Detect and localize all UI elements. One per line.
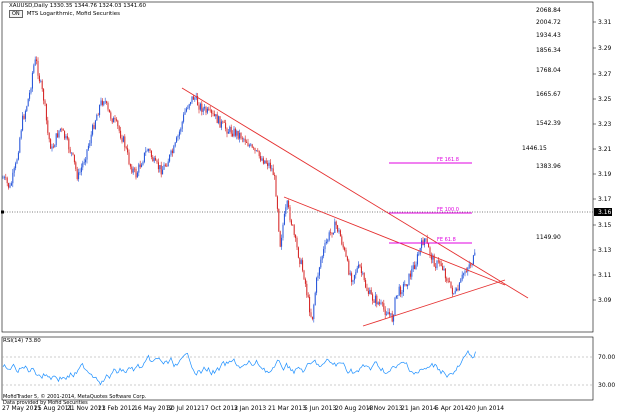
scale-label: 3.09 — [598, 297, 612, 304]
price-pane[interactable] — [1, 1, 594, 333]
support-trendline[interactable] — [362, 279, 506, 327]
price-label-1149: 1149.90 — [536, 234, 561, 241]
scale-label: 3.19 — [598, 171, 612, 178]
copyright-line: Data provided by Mofid Securities — [3, 400, 88, 406]
copyright-line: MofidTrader 5, © 2001-2014, MetaQuotes S… — [3, 394, 147, 400]
lower-trendline[interactable] — [283, 196, 506, 286]
price-label-1934: 1934.43 — [536, 32, 561, 39]
date-label: 5 Jun 2013 — [304, 405, 336, 412]
date-label: 21 Nov 2011 — [67, 405, 106, 412]
date-label: 21 Mar 2013 — [268, 405, 306, 412]
mode-badge[interactable]: ON — [9, 10, 23, 18]
price-candles — [2, 56, 476, 326]
date-axis[interactable]: 27 May 2011 25 Aug 2011 21 Nov 2011 23 F… — [2, 405, 504, 412]
scale-label: 3.21 — [598, 146, 612, 153]
scale-label: 3.13 — [598, 247, 612, 254]
scale-label: 3.27 — [598, 71, 612, 78]
rsi-level-70-label: 70.00 — [598, 354, 615, 361]
price-label-1542: 1542.39 — [536, 120, 561, 127]
current-price-marker — [1, 210, 4, 214]
date-label: 4 Nov 2013 — [368, 405, 403, 412]
rsi-title: RSI(14) 73.80 — [3, 338, 41, 344]
price-scale[interactable]: 3.31 3.29 3.27 3.25 3.23 3.21 3.19 3.17 … — [593, 19, 612, 304]
price-label-1383: 1383.96 — [536, 163, 561, 170]
scale-label: 3.23 — [598, 121, 612, 128]
date-label: 30 Jul 2012 — [167, 405, 201, 412]
price-label-1665: 1665.67 — [536, 91, 561, 98]
scale-label: 3.31 — [598, 19, 612, 26]
date-label: 3 Jan 2013 — [234, 405, 266, 412]
copyright: MofidTrader 5, © 2001-2014, MetaQuotes S… — [3, 394, 146, 406]
date-label: 5 Apr 2014 — [435, 405, 468, 412]
fib-100-label: FE 100.0 — [437, 207, 459, 213]
price-label-2068: 2068.84 — [536, 7, 561, 14]
date-label: 16 May 2012 — [134, 405, 173, 412]
current-value-label: 3.16 — [598, 209, 612, 216]
date-label: 21 Jan 2014 — [401, 405, 437, 412]
scale-label: 3.25 — [598, 96, 612, 103]
current-value-tag — [594, 208, 612, 216]
date-label: 27 May 2011 — [2, 405, 41, 412]
scale-label: 3.15 — [598, 222, 612, 229]
scale-label: 3.17 — [598, 196, 612, 203]
rsi-level-30-label: 30.00 — [598, 382, 615, 389]
price-label-1768: 1768.04 — [536, 67, 561, 74]
upper-trendline[interactable] — [181, 87, 529, 299]
price-label-1446: 1446.15 — [522, 145, 547, 152]
symbol-line: XAUUSD,Daily 1330.35 1344.76 1324.03 134… — [9, 3, 146, 9]
date-label: 20 Aug 2013 — [335, 405, 374, 412]
date-label: 17 Oct 2012 — [201, 405, 238, 412]
fib-161-label: FE 161.8 — [437, 157, 459, 163]
indicator-label: MTS Logarithmic, Mofid Securities — [26, 11, 120, 17]
date-label: 23 Feb 2012 — [98, 405, 136, 412]
rsi-line — [2, 349, 476, 386]
price-label-2004: 2004.72 — [536, 19, 561, 26]
price-label-1856: 1856.34 — [536, 47, 561, 54]
date-label: 20 Jun 2014 — [468, 405, 504, 412]
fib-61-label: FE 61.8 — [437, 237, 456, 243]
scale-label: 3.29 — [598, 45, 612, 52]
scale-label: 3.11 — [598, 272, 612, 279]
date-label: 25 Aug 2011 — [34, 405, 73, 412]
chart-header: XAUUSD,Daily 1330.35 1344.76 1324.03 134… — [9, 2, 146, 18]
